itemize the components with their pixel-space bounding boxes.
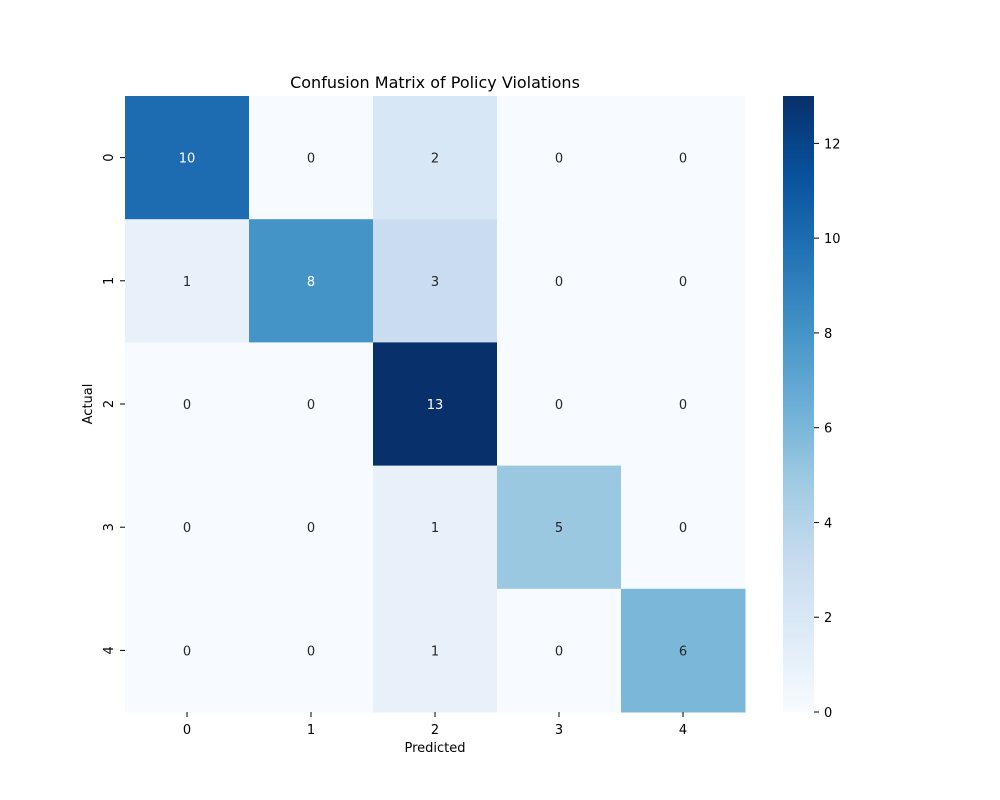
cell-value-label: 0 bbox=[183, 521, 191, 536]
cell-value-label: 2 bbox=[431, 152, 439, 167]
heatmap-cell bbox=[125, 342, 250, 467]
cell-value-label: 6 bbox=[679, 644, 687, 659]
heatmap-cell bbox=[621, 96, 746, 220]
y-tick-label: 1 bbox=[102, 277, 117, 285]
cell-value-label: 0 bbox=[679, 275, 687, 290]
heatmap-cell bbox=[373, 342, 498, 467]
heatmap-cell bbox=[249, 219, 374, 343]
cell-value-label: 0 bbox=[555, 644, 563, 659]
cell-value-label: 0 bbox=[679, 521, 687, 536]
chart-title: Confusion Matrix of Policy Violations bbox=[290, 73, 580, 92]
y-tick-label: 0 bbox=[102, 153, 117, 161]
cell-value-label: 0 bbox=[555, 275, 563, 290]
heatmap-cell bbox=[373, 465, 498, 590]
heatmap-cell bbox=[249, 96, 374, 220]
heatmap-cell bbox=[621, 588, 746, 713]
heatmap-cell bbox=[497, 219, 622, 343]
heatmap-cell bbox=[249, 465, 374, 590]
x-tick-label: 4 bbox=[679, 723, 687, 738]
cell-value-label: 3 bbox=[431, 275, 439, 290]
x-axis-label: Predicted bbox=[404, 741, 465, 756]
cell-value-label: 0 bbox=[679, 152, 687, 167]
cell-value-label: 8 bbox=[307, 275, 315, 290]
y-tick-label: 4 bbox=[102, 646, 117, 654]
y-axis-label: Actual bbox=[81, 384, 96, 425]
y-tick-label: 3 bbox=[102, 523, 117, 531]
heatmap-cell bbox=[125, 465, 250, 590]
cell-value-label: 0 bbox=[555, 398, 563, 413]
colorbar-tick-label: 4 bbox=[824, 516, 832, 531]
cell-value-label: 0 bbox=[307, 521, 315, 536]
heatmap-cell bbox=[249, 342, 374, 467]
cell-value-label: 0 bbox=[183, 644, 191, 659]
heatmap-cell bbox=[249, 588, 374, 713]
colorbar-tick-label: 6 bbox=[824, 422, 832, 437]
cell-value-label: 5 bbox=[555, 521, 563, 536]
cell-value-label: 0 bbox=[555, 152, 563, 167]
cell-value-label: 10 bbox=[179, 152, 196, 167]
colorbar-tick-label: 8 bbox=[824, 327, 832, 342]
colorbar-tick-label: 12 bbox=[824, 137, 841, 152]
colorbar-tick-label: 0 bbox=[824, 706, 832, 721]
x-tick-label: 1 bbox=[307, 723, 315, 738]
cell-value-label: 0 bbox=[679, 398, 687, 413]
cell-value-label: 0 bbox=[307, 644, 315, 659]
heatmap-cell bbox=[373, 588, 498, 713]
heatmap-cell bbox=[497, 465, 622, 590]
colorbar-gradient bbox=[783, 96, 814, 712]
cell-value-label: 0 bbox=[307, 398, 315, 413]
cell-value-label: 0 bbox=[307, 152, 315, 167]
heatmap-cell bbox=[621, 342, 746, 467]
cell-value-label: 1 bbox=[431, 644, 439, 659]
x-tick-label: 0 bbox=[183, 723, 191, 738]
heatmap-cell bbox=[373, 96, 498, 220]
x-tick-label: 2 bbox=[431, 723, 439, 738]
cell-value-label: 0 bbox=[183, 398, 191, 413]
heatmap-cells: 10 0 2 0 01 8 3 0 00 0 13 0 00 0 1 5 00 0 1 0 6 bbox=[125, 96, 746, 713]
y-axis: 0 1 2 3 4 bbox=[102, 153, 125, 655]
x-tick-label: 3 bbox=[555, 723, 563, 738]
heatmap-cell bbox=[621, 465, 746, 590]
x-axis: 0 1 2 3 4 bbox=[183, 712, 687, 738]
cell-value-label: 1 bbox=[431, 521, 439, 536]
heatmap-cell bbox=[621, 219, 746, 343]
cell-value-label: 13 bbox=[427, 398, 444, 413]
heatmap-cell bbox=[497, 96, 622, 220]
heatmap-cell bbox=[497, 342, 622, 467]
heatmap-cell bbox=[125, 96, 250, 220]
heatmap-cell bbox=[373, 219, 498, 343]
heatmap-cell bbox=[125, 588, 250, 713]
colorbar-tick-label: 10 bbox=[824, 232, 841, 247]
colorbar-tick-label: 2 bbox=[824, 611, 832, 626]
cell-value-label: 1 bbox=[183, 275, 191, 290]
y-tick-label: 2 bbox=[102, 400, 117, 408]
heatmap-cell bbox=[497, 588, 622, 713]
colorbar: 0 2 4 6 8 10 12 bbox=[783, 96, 841, 721]
heatmap-cell bbox=[125, 219, 250, 343]
